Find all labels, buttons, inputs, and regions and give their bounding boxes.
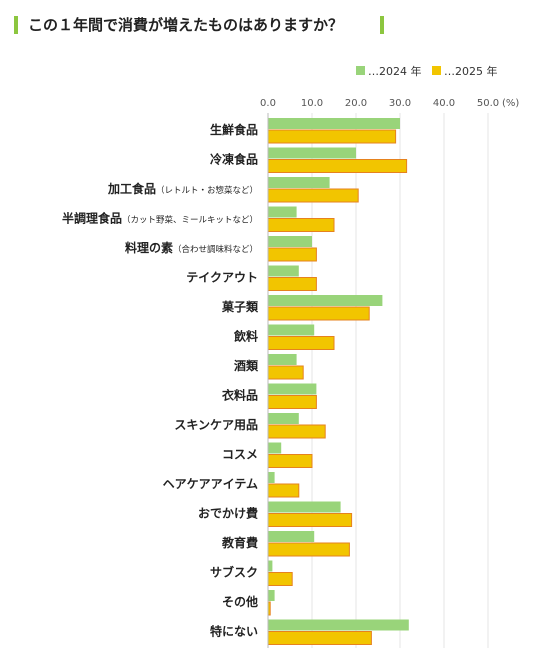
category-label: 酒類: [234, 358, 259, 373]
bar-2025: [267, 424, 326, 439]
category-note: （合わせ調味料など）: [173, 244, 258, 255]
bar-2025: [267, 277, 317, 291]
bar-2024: [268, 472, 275, 483]
category-label: 冷凍食品: [210, 152, 258, 167]
x-tick-label: 30.0: [389, 98, 411, 109]
bar-2024: [268, 206, 297, 218]
bar-2025: [267, 188, 359, 203]
category-name: 生鮮食品: [210, 122, 258, 137]
category-name: 特にない: [210, 624, 258, 639]
bar-2024: [268, 619, 409, 631]
category-label: 半調理食品（カット野菜、ミールキットなど）: [62, 211, 258, 226]
bar-2025: [267, 336, 335, 350]
category-label: 飲料: [233, 329, 258, 344]
x-unit-label: (%): [502, 98, 519, 109]
category-label: ヘアケアアイテム: [163, 477, 258, 491]
bar-2025: [267, 631, 372, 645]
title-right-mark: [380, 16, 384, 34]
x-tick-label: 10.0: [301, 98, 323, 109]
category-label: サブスク: [210, 565, 258, 580]
category-name: 教育費: [221, 535, 258, 550]
category-label: 加工食品（レトルト・お惣菜など）: [107, 181, 258, 196]
category-name: テイクアウト: [186, 271, 258, 285]
chart-title: この１年間で消費が増えたものはありますか？: [28, 16, 344, 34]
bar-2025: [267, 395, 317, 409]
legend-label: …2025 年: [444, 64, 498, 78]
bar-2024: [268, 147, 356, 159]
bar-2024: [268, 236, 312, 247]
category-label: テイクアウト: [186, 271, 258, 285]
category-name: ヘアケアアイテム: [163, 477, 258, 491]
category-label: 衣料品: [222, 388, 258, 403]
category-label: おでかけ費: [198, 506, 258, 521]
bar-2024: [268, 354, 297, 365]
bar-2025: [267, 483, 300, 498]
bar-2024: [268, 324, 315, 336]
category-name: コスメ: [222, 448, 258, 462]
category-name: サブスク: [210, 565, 258, 580]
bar-2025: [267, 365, 304, 380]
category-label: 特にない: [210, 624, 258, 639]
bar-2025: [267, 542, 350, 557]
x-tick-label: 20.0: [345, 98, 367, 109]
category-label: 生鮮食品: [210, 122, 258, 137]
bar-2025: [267, 129, 397, 144]
category-name: 冷凍食品: [210, 152, 258, 167]
x-tick-label: 50.0: [477, 98, 499, 109]
category-name: その他: [222, 594, 258, 609]
category-name: 飲料: [233, 329, 258, 344]
bar-2025: [267, 572, 293, 586]
bar-2024: [268, 383, 317, 395]
legend-swatch: [432, 66, 441, 75]
bar-2024: [268, 265, 299, 277]
bar-2025: [267, 306, 370, 321]
category-name: 料理の素: [125, 240, 173, 255]
category-label: コスメ: [222, 448, 258, 462]
bar-2024: [268, 501, 341, 513]
category-name: 加工食品: [107, 181, 156, 196]
category-name: スキンケア用品: [174, 418, 258, 432]
bar-2024: [268, 560, 273, 572]
bar-2025: [267, 159, 408, 173]
bar-2024: [268, 590, 275, 601]
bar-2025: [267, 454, 313, 468]
x-tick-label: 40.0: [433, 98, 455, 109]
category-note: （レトルト・お惣菜など）: [156, 185, 258, 196]
bar-2024: [268, 295, 383, 306]
category-name: おでかけ費: [198, 506, 258, 521]
category-label: その他: [222, 594, 258, 609]
category-name: 酒類: [234, 358, 259, 373]
bar-2024: [268, 177, 330, 188]
category-name: 衣料品: [222, 388, 258, 403]
bar-2024: [268, 118, 400, 129]
category-label: 菓子類: [221, 299, 259, 314]
bar-2024: [268, 413, 299, 424]
bar-2024: [268, 531, 315, 542]
bar-2025: [267, 513, 353, 527]
bar-2024: [268, 442, 282, 454]
bar-2025: [267, 218, 335, 232]
category-label: スキンケア用品: [174, 418, 258, 432]
x-tick-label: 0.0: [260, 98, 276, 109]
category-label: 料理の素（合わせ調味料など）: [125, 240, 258, 255]
category-name: 菓子類: [221, 299, 259, 314]
category-note: （カット野菜、ミールキットなど）: [122, 215, 258, 226]
bar-2025: [267, 247, 317, 262]
category-label: 教育費: [221, 535, 258, 550]
legend-label: …2024 年: [368, 64, 422, 78]
category-name: 半調理食品: [62, 211, 122, 226]
title-left-mark: [14, 16, 18, 34]
legend-swatch: [356, 66, 365, 75]
title-bar: この１年間で消費が増えたものはありますか？: [14, 12, 386, 38]
